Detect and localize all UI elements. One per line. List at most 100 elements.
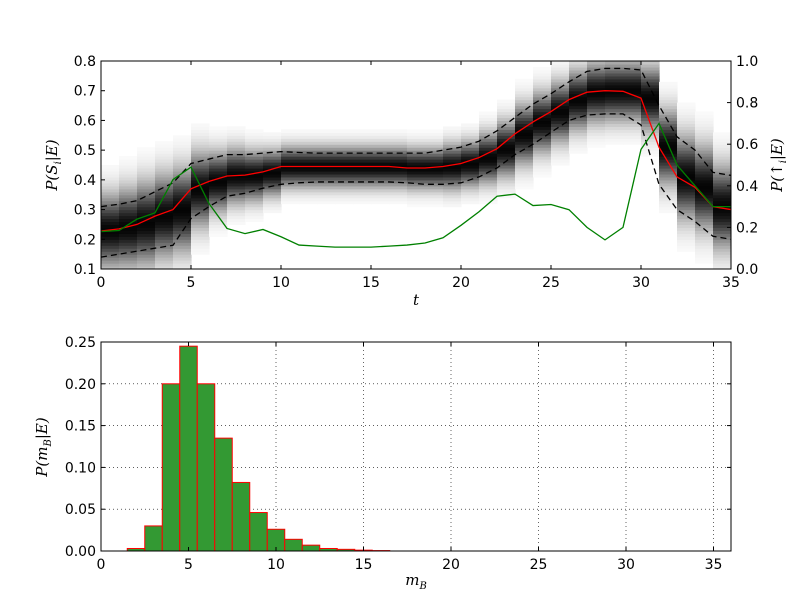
bottom-x-tick-label: 35 xyxy=(705,557,723,573)
heatmap-cell xyxy=(659,81,678,86)
top-x-tick-label: 0 xyxy=(97,275,106,291)
heatmap-cell xyxy=(713,165,731,169)
heatmap-cell xyxy=(461,173,480,178)
heatmap-cell xyxy=(209,212,228,217)
top-y2-tick-label: 1.0 xyxy=(736,54,758,70)
heatmap-cell xyxy=(479,150,498,154)
heatmap-cell xyxy=(461,162,480,166)
heatmap-cell xyxy=(353,176,372,181)
heatmap-cell xyxy=(263,159,282,163)
heatmap-cell xyxy=(479,185,498,190)
heatmap-cell xyxy=(515,173,534,178)
heatmap-cell xyxy=(191,203,210,208)
heatmap-cell xyxy=(425,132,444,136)
heatmap-cell xyxy=(695,188,714,193)
heatmap-cell xyxy=(407,135,426,139)
heatmap-cell xyxy=(533,111,552,116)
heatmap-cell xyxy=(173,153,192,157)
heatmap-cell xyxy=(659,206,678,211)
heatmap-cell xyxy=(299,153,318,157)
heatmap-cell xyxy=(713,200,731,205)
heatmap-cell xyxy=(659,99,678,104)
heatmap-cell xyxy=(479,141,498,145)
heatmap-cell xyxy=(425,135,444,139)
heatmap-cell xyxy=(515,156,534,160)
heatmap-cell xyxy=(227,182,246,187)
heatmap-cell xyxy=(155,224,174,228)
heatmap-cell xyxy=(713,209,731,214)
heatmap-cell xyxy=(659,188,678,193)
heatmap-cell xyxy=(191,218,210,223)
heatmap-cell xyxy=(515,90,534,95)
heatmap-cell xyxy=(551,90,570,95)
heatmap-cell xyxy=(155,239,174,243)
heatmap-cell xyxy=(443,153,462,157)
heatmap-cell xyxy=(695,230,714,234)
heatmap-cell xyxy=(713,153,731,157)
heatmap-cell xyxy=(533,93,552,98)
heatmap-cell xyxy=(695,120,714,124)
heatmap-cell xyxy=(443,162,462,166)
heatmap-cell xyxy=(551,99,570,104)
heatmap-cell xyxy=(551,156,570,160)
heatmap-cell xyxy=(371,191,390,196)
heatmap-cell xyxy=(209,182,228,187)
heatmap-cell xyxy=(479,138,498,142)
heatmap-cell xyxy=(443,170,462,175)
heatmap-cell xyxy=(515,78,534,83)
heatmap-cell xyxy=(425,200,444,205)
heatmap-cell xyxy=(533,170,552,175)
heatmap-cell xyxy=(551,61,570,65)
heatmap-cell xyxy=(641,66,660,71)
heatmap-cell xyxy=(137,215,156,220)
heatmap-cell xyxy=(713,266,731,269)
heatmap-cell xyxy=(479,159,498,163)
heatmap-cell xyxy=(335,173,354,178)
heatmap-cell xyxy=(515,81,534,86)
heatmap-cell xyxy=(695,179,714,184)
heatmap-cell xyxy=(317,176,336,181)
heatmap-cell xyxy=(137,153,156,157)
heatmap-cell xyxy=(119,173,138,178)
heatmap-cell xyxy=(281,159,300,163)
heatmap-cell xyxy=(659,87,678,92)
heatmap-cell xyxy=(317,147,336,151)
heatmap-cell xyxy=(461,135,480,139)
heatmap-cell xyxy=(659,135,678,139)
heatmap-cell xyxy=(137,173,156,178)
heatmap-cell xyxy=(389,197,408,202)
heatmap-cell xyxy=(659,200,678,205)
heatmap-cell xyxy=(389,162,408,166)
heatmap-cell xyxy=(677,129,696,133)
heatmap-cell xyxy=(191,251,210,255)
heatmap-cell xyxy=(515,84,534,89)
heatmap-cell xyxy=(623,81,642,86)
heatmap-cell xyxy=(119,162,138,166)
heatmap-cell xyxy=(659,176,678,181)
heatmap-cell xyxy=(101,203,120,208)
heatmap-cell xyxy=(587,144,606,148)
heatmap-cell xyxy=(227,203,246,208)
heatmap-cell xyxy=(155,141,174,145)
heatmap-cell xyxy=(677,102,696,107)
heatmap-cell xyxy=(461,170,480,175)
heatmap-cell xyxy=(677,114,696,119)
heatmap-cell xyxy=(659,197,678,202)
heatmap-cell xyxy=(551,162,570,166)
heatmap-cell xyxy=(371,194,390,199)
heatmap-cell xyxy=(551,108,570,113)
heatmap-cell xyxy=(209,227,228,231)
heatmap-cell xyxy=(551,78,570,83)
heatmap-cell xyxy=(695,126,714,130)
heatmap-cell xyxy=(389,191,408,196)
heatmap-cell xyxy=(569,138,588,142)
heatmap-cell xyxy=(335,129,354,133)
heatmap-cell xyxy=(371,150,390,154)
heatmap-cell xyxy=(173,239,192,243)
heatmap-cell xyxy=(389,129,408,133)
heatmap-cell xyxy=(173,200,192,205)
heatmap-cell xyxy=(641,93,660,98)
heatmap-cell xyxy=(461,200,480,205)
heatmap-cell xyxy=(155,170,174,175)
heatmap-cell xyxy=(641,144,660,148)
